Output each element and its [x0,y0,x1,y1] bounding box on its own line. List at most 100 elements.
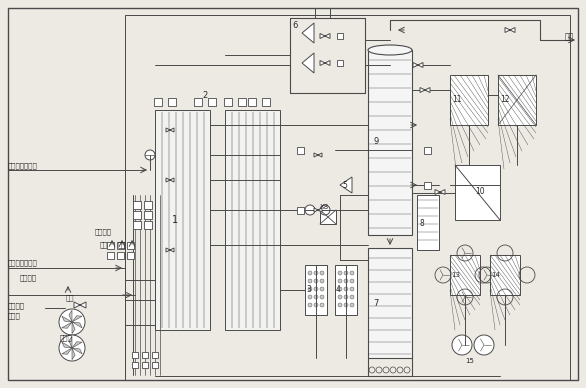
Polygon shape [62,322,72,328]
Text: 8: 8 [419,218,424,227]
Text: 液氧: 液氧 [565,33,574,42]
Polygon shape [72,348,82,354]
Polygon shape [72,342,82,348]
Circle shape [350,303,354,307]
Bar [125,15,570,380]
Circle shape [452,335,472,355]
Bar [337,60,343,66]
Circle shape [305,205,315,215]
Circle shape [350,295,354,299]
Bar [455,165,500,220]
Circle shape [338,303,342,307]
Circle shape [344,271,348,275]
Polygon shape [314,208,322,212]
Circle shape [320,279,324,283]
Polygon shape [72,348,75,360]
Text: 2: 2 [202,90,207,99]
Bar [194,98,202,106]
Circle shape [59,309,85,335]
Bar [450,255,480,295]
Bar [155,110,210,330]
Text: 12: 12 [500,95,509,104]
Bar [262,98,270,106]
Bar [305,265,327,315]
Bar [320,210,336,224]
Text: 6: 6 [292,21,297,31]
Circle shape [350,287,354,291]
Bar [133,201,141,209]
Bar [297,147,304,154]
Circle shape [314,287,318,291]
Bar [368,248,412,358]
Text: 放空: 放空 [118,242,127,248]
Ellipse shape [368,45,412,55]
Circle shape [320,205,330,215]
Text: 放空: 放空 [100,242,108,248]
Polygon shape [320,33,330,38]
Bar [208,98,216,106]
Polygon shape [505,28,515,33]
Circle shape [320,287,324,291]
Bar [117,241,124,248]
Text: 13: 13 [451,272,460,278]
Bar [144,221,152,229]
Circle shape [320,271,324,275]
Circle shape [338,279,342,283]
Bar [154,98,162,106]
Circle shape [308,279,312,283]
Polygon shape [62,342,72,348]
Bar [424,182,431,189]
Text: 5: 5 [342,180,347,189]
Circle shape [338,295,342,299]
Text: 1: 1 [172,215,178,225]
Bar [424,147,431,154]
Circle shape [350,279,354,283]
Polygon shape [340,177,352,193]
Bar [127,241,134,248]
Circle shape [350,271,354,275]
Circle shape [308,287,312,291]
Polygon shape [320,61,330,66]
Text: 14: 14 [491,272,500,278]
Polygon shape [62,316,72,322]
Polygon shape [413,62,423,68]
Polygon shape [166,248,174,252]
Bar [132,362,138,368]
Circle shape [344,279,348,283]
Circle shape [145,150,155,160]
Text: 3: 3 [306,286,311,294]
Text: 11: 11 [452,95,462,104]
Polygon shape [435,189,445,194]
Bar [142,352,148,358]
Text: 污氮去水: 污氮去水 [8,303,25,309]
Polygon shape [72,322,82,328]
Bar [337,33,343,39]
Bar [297,206,304,213]
Polygon shape [166,128,174,132]
Polygon shape [302,53,314,73]
Text: 冷却塔: 冷却塔 [8,313,21,319]
Bar [133,221,141,229]
Bar [238,98,246,106]
Bar [107,241,114,248]
Bar [368,50,412,235]
Text: X8: X8 [320,204,329,210]
Polygon shape [302,23,314,43]
Text: 10: 10 [475,187,485,196]
Circle shape [338,287,342,291]
Text: 纯氮出口: 纯氮出口 [95,229,112,235]
Bar [144,201,152,209]
Text: 15: 15 [465,358,474,364]
Polygon shape [420,88,430,92]
Bar [498,75,536,125]
Bar [127,251,134,258]
Bar [152,352,158,358]
Circle shape [314,303,318,307]
Circle shape [314,279,318,283]
Circle shape [320,303,324,307]
Circle shape [344,303,348,307]
Bar [117,251,124,258]
Polygon shape [72,322,75,334]
Circle shape [338,271,342,275]
Bar [133,211,141,219]
